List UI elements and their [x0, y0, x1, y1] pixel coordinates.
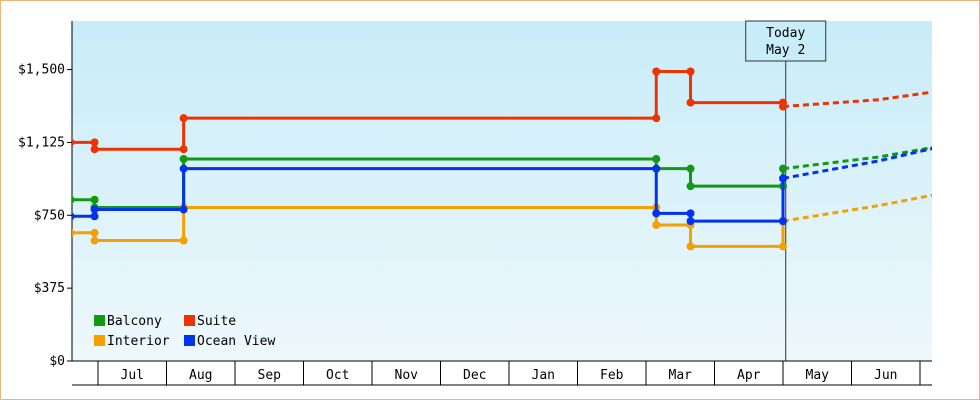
month-label: Dec [463, 368, 486, 383]
series-ocean-view [72, 147, 932, 226]
legend-label: Interior [107, 334, 170, 349]
legend-swatch [94, 335, 105, 346]
month-label: May [806, 368, 830, 383]
data-point [686, 209, 695, 218]
data-point [779, 217, 787, 226]
series-forecast-line [782, 193, 932, 223]
legend: Balcony Suite Interior Ocean View [94, 314, 275, 349]
data-point [779, 102, 787, 111]
plot-area [72, 21, 932, 361]
month-label: Apr [737, 368, 761, 383]
data-point [652, 221, 661, 229]
today-box [745, 20, 827, 62]
data-point [652, 67, 661, 76]
month-label: Feb [600, 368, 624, 383]
month-label: Mar [669, 368, 693, 383]
data-point [179, 154, 188, 163]
today-marker: Today May 2 [745, 20, 827, 361]
data-point [179, 114, 188, 123]
data-point [779, 174, 787, 183]
data-point [72, 212, 75, 221]
data-point [652, 164, 661, 173]
data-point [686, 164, 695, 173]
y-tick-label: $750 [34, 208, 65, 223]
y-tick-label: $0 [49, 354, 65, 369]
data-point [686, 242, 695, 251]
data-point [652, 154, 661, 163]
data-point [90, 205, 99, 214]
data-point [652, 114, 661, 123]
data-point [72, 229, 75, 237]
series-forecast-line [782, 90, 932, 108]
y-axis: $0 $375 $750 $1,125 $1,500 [18, 21, 73, 369]
data-point [179, 145, 188, 154]
legend-swatch [94, 315, 105, 326]
y-tick-label: $375 [34, 281, 65, 296]
series-suite [72, 67, 932, 154]
data-point [179, 205, 188, 214]
series-forecast-line [782, 146, 932, 171]
y-tick-label: $1,500 [18, 63, 65, 78]
month-label: Aug [189, 368, 212, 383]
data-point [652, 209, 661, 218]
data-point [686, 217, 695, 226]
data-point [90, 212, 99, 221]
data-point [72, 138, 75, 147]
month-label: Oct [326, 368, 349, 383]
month-label: Jan [532, 368, 555, 383]
data-point [90, 145, 99, 154]
series-forecast-line [782, 147, 932, 180]
data-point [686, 67, 695, 76]
data-point [90, 236, 99, 245]
legend-label: Balcony [107, 314, 162, 329]
data-point [179, 164, 188, 173]
x-axis: Jul Aug Sep Oct Nov Dec Jan Feb Mar Apr May Jun [72, 360, 932, 386]
legend-label: Suite [197, 314, 236, 329]
y-tick-label: $1,125 [18, 135, 65, 150]
data-point [179, 236, 188, 245]
data-point [90, 195, 99, 204]
legend-label: Ocean View [197, 334, 275, 349]
today-date: May 2 [766, 43, 805, 58]
month-label: Nov [395, 368, 419, 383]
data-point [779, 164, 787, 173]
legend-swatch [184, 315, 195, 326]
data-point [72, 195, 75, 204]
today-label: Today [766, 26, 805, 41]
data-point [90, 228, 99, 237]
data-point [90, 138, 99, 147]
month-label: Jun [874, 368, 897, 383]
data-point [686, 98, 695, 107]
month-label: Sep [258, 368, 282, 383]
legend-swatch [184, 335, 195, 346]
data-point [686, 182, 695, 191]
series-layer [72, 67, 932, 251]
month-label: Jul [121, 368, 144, 383]
data-point [779, 242, 787, 251]
